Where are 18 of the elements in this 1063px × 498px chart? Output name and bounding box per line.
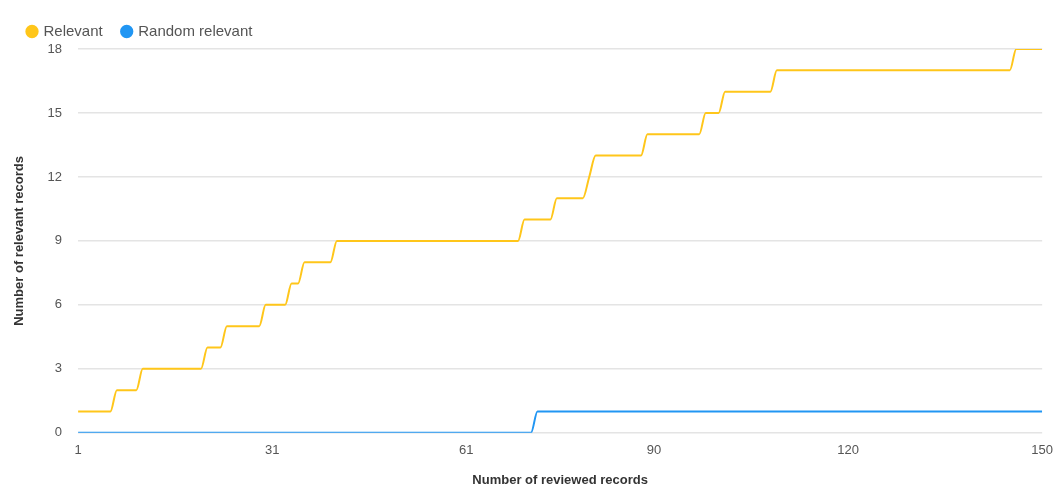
- x-tick-label: 31: [264, 442, 280, 458]
- line-series: [78, 49, 1043, 413]
- y-axis-title: Number of relevant records: [11, 156, 27, 326]
- y-tick-label: 18: [47, 40, 63, 56]
- x-axis-title: Number of reviewed records: [472, 471, 648, 487]
- x-tick-label: 61: [459, 442, 474, 458]
- y-tick-label: 9: [54, 232, 63, 248]
- x-tick-label: 1: [74, 442, 82, 458]
- y-tick-label: 12: [47, 168, 63, 184]
- x-tick-label: 90: [646, 442, 662, 458]
- y-tick-label: 3: [54, 360, 63, 376]
- y-tick-label: 0: [54, 424, 63, 440]
- y-tick-label: 6: [54, 296, 63, 312]
- legend-label: Relevant: [43, 21, 104, 39]
- y-tick-label: 15: [47, 104, 63, 120]
- x-tick-label: 150: [1031, 442, 1054, 458]
- x-tick-label: 120: [837, 442, 859, 458]
- legend-label: Random relevant: [138, 21, 254, 39]
